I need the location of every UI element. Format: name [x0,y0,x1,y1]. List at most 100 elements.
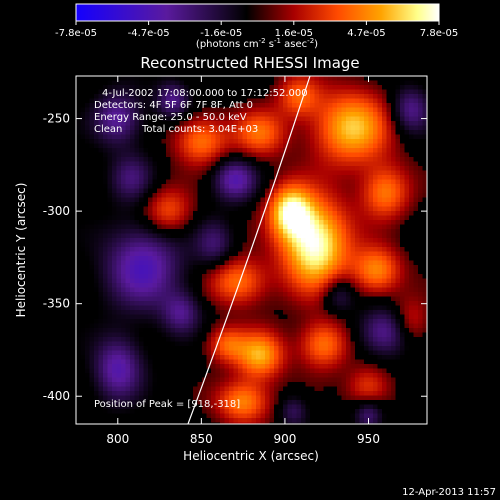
heatmap-cell [148,265,154,271]
heatmap-cell [193,224,199,230]
heatmap-cell [301,269,307,275]
heatmap-cell [98,94,104,100]
heatmap-cell [404,125,410,131]
heatmap-cell [382,332,388,338]
heatmap-cell [373,256,379,262]
heatmap-cell [395,107,401,113]
heatmap-cell [148,328,154,334]
heatmap-cell [224,103,230,109]
heatmap-cell [287,125,293,131]
heatmap-cell [125,292,131,298]
heatmap-cell [328,134,334,140]
heatmap-cell [193,76,199,82]
heatmap-cell [202,202,208,208]
heatmap-cell [202,211,208,217]
heatmap-cell [89,157,95,163]
heatmap-cell [413,197,419,203]
heatmap-cell [350,121,356,127]
heatmap-cell [202,121,208,127]
heatmap-cell [76,220,82,226]
heatmap-cell [85,134,91,140]
heatmap-cell [134,157,140,163]
heatmap-cell [292,161,298,167]
heatmap-cell [251,274,257,280]
heatmap-cell [256,130,262,136]
heatmap-cell [242,337,248,343]
heatmap-cell [391,319,397,325]
heatmap-cell [355,116,361,122]
heatmap-cell [305,328,311,334]
heatmap-cell [355,98,361,104]
heatmap-cell [107,184,113,190]
heatmap-cell [125,98,131,104]
heatmap-cell [269,319,275,325]
heatmap-cell [314,220,320,226]
heatmap-cell [121,220,127,226]
heatmap-cell [305,197,311,203]
heatmap-cell [319,175,325,181]
heatmap-cell [346,211,352,217]
heatmap-cell [211,296,217,302]
heatmap-cell [161,274,167,280]
heatmap-cell [422,265,427,271]
heatmap-cell [422,346,427,352]
heatmap-cell [395,76,401,82]
heatmap-cell [157,179,163,185]
heatmap-cell [247,319,253,325]
heatmap-cell [368,269,374,275]
heatmap-cell [319,139,325,145]
heatmap-cell [382,301,388,307]
heatmap-cell [125,305,131,311]
heatmap-cell [314,193,320,199]
heatmap-cell [215,166,221,172]
heatmap-cell [386,206,392,212]
heatmap-cell [80,359,86,365]
heatmap-cell [184,328,190,334]
heatmap-cell [319,319,325,325]
heatmap-cell [202,332,208,338]
heatmap-cell [400,238,406,244]
heatmap-cell [251,332,257,338]
heatmap-cell [224,260,230,266]
heatmap-cell [157,98,163,104]
heatmap-cell [364,94,370,100]
heatmap-cell [184,85,190,91]
heatmap-cell [179,341,185,347]
heatmap-cell [161,193,167,199]
heatmap-cell [287,287,293,293]
heatmap-cell [224,112,230,118]
heatmap-cell [296,193,302,199]
heatmap-cell [76,179,82,185]
heatmap-cell [103,134,109,140]
heatmap-cell [319,220,325,226]
heatmap-cell [98,274,104,280]
heatmap-cell [152,148,158,154]
heatmap-cell [346,256,352,262]
heatmap-cell [179,139,185,145]
heatmap-cell [409,319,415,325]
heatmap-cell [274,229,280,235]
heatmap-cell [247,242,253,248]
heatmap-cell [103,116,109,122]
heatmap-cell [292,197,298,203]
heatmap-cell [355,301,361,307]
heatmap-cell [80,328,86,334]
heatmap-cell [373,184,379,190]
heatmap-cell [247,161,253,167]
heatmap-cell [229,211,235,217]
heatmap-cell [202,215,208,221]
heatmap-cell [166,121,172,127]
heatmap-cell [157,341,163,347]
heatmap-cell [332,274,338,280]
heatmap-cell [139,337,145,343]
heatmap-cell [98,251,104,257]
heatmap-cell [107,206,113,212]
heatmap-cell [364,161,370,167]
heatmap-cell [80,107,86,113]
heatmap-cell [143,152,149,158]
heatmap-cell [107,139,113,145]
heatmap-cell [238,184,244,190]
heatmap-cell [76,359,82,365]
heatmap-cell [395,175,401,181]
heatmap-cell [233,229,239,235]
